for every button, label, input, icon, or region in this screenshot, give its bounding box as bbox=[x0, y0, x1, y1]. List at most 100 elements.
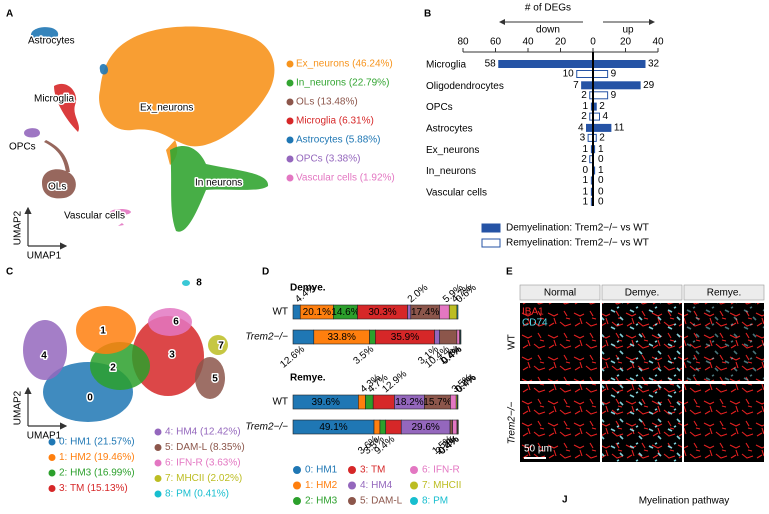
cluster-label: 8 bbox=[196, 278, 202, 289]
chart-title: # of DEGs bbox=[525, 3, 571, 14]
axis-label: UMAP2 bbox=[13, 210, 24, 245]
value-label: 2 bbox=[581, 90, 587, 101]
panel-label: A bbox=[6, 9, 13, 20]
direction-label: down bbox=[536, 25, 560, 36]
cell-type-label: OLs bbox=[48, 182, 66, 193]
value-label: 17.4% bbox=[411, 307, 439, 318]
bar-segment bbox=[457, 394, 459, 410]
legend-label: 6: IFN-R bbox=[422, 465, 460, 476]
legend-marker bbox=[481, 223, 501, 233]
legend-marker bbox=[286, 98, 294, 106]
cell-cluster bbox=[208, 335, 228, 355]
bar bbox=[592, 60, 646, 68]
bar-segment bbox=[379, 419, 387, 435]
x-tick-label: 40 bbox=[522, 37, 534, 48]
category-label: In_neurons bbox=[426, 166, 476, 177]
bar-segment bbox=[372, 394, 395, 410]
cell-cluster bbox=[132, 316, 204, 396]
value-label: 58 bbox=[485, 59, 497, 70]
value-label: 20.1% bbox=[303, 307, 331, 318]
bar bbox=[592, 91, 609, 100]
row-label: Trem2−/− bbox=[245, 422, 288, 433]
scale-bar-label: 50 µm bbox=[524, 444, 552, 455]
bar-segment bbox=[439, 304, 450, 320]
bar-segment bbox=[457, 419, 459, 435]
direction-label: up bbox=[622, 25, 634, 36]
legend-marker bbox=[348, 466, 356, 474]
cell-cluster bbox=[54, 83, 79, 132]
value-label: 2 bbox=[581, 154, 587, 165]
panel-label: D bbox=[262, 267, 269, 278]
legend-marker bbox=[410, 481, 418, 490]
bar-segment bbox=[449, 419, 453, 435]
legend-marker bbox=[154, 428, 162, 436]
bar-segment bbox=[448, 304, 458, 320]
cluster-label: 6 bbox=[173, 317, 179, 328]
column-header-box bbox=[683, 284, 765, 301]
legend-marker bbox=[286, 79, 294, 87]
value-label: 2 bbox=[599, 133, 605, 144]
value-label: 35.9% bbox=[391, 332, 419, 343]
legend-label: Vascular cells (1.92%) bbox=[296, 173, 395, 184]
legend-label: 2: HM3 (16.99%) bbox=[59, 468, 135, 479]
axis-label: UMAP2 bbox=[13, 390, 24, 425]
value-label: 4 bbox=[603, 111, 609, 122]
umap-axes-c bbox=[24, 386, 68, 430]
legend-marker bbox=[286, 117, 294, 125]
legend-label: OPCs (3.38%) bbox=[296, 154, 360, 165]
legend-marker bbox=[293, 466, 301, 474]
x-tick-label: 20 bbox=[620, 37, 632, 48]
micrograph-stain bbox=[602, 303, 682, 381]
category-label: Vascular cells bbox=[426, 187, 487, 198]
value-label: 1 bbox=[598, 165, 604, 176]
legend-marker bbox=[348, 481, 356, 490]
legend-label: Ex_neurons (46.24%) bbox=[296, 59, 393, 70]
value-label: 14.6% bbox=[331, 307, 359, 318]
legend-label: 0: HM1 bbox=[305, 465, 338, 476]
x-tick-label: 60 bbox=[490, 37, 502, 48]
legend-marker bbox=[154, 475, 162, 482]
bar-segment bbox=[456, 329, 460, 345]
value-label: 33.8% bbox=[327, 332, 355, 343]
column-header: Remye. bbox=[707, 288, 741, 299]
legend-label: 8: PM bbox=[422, 496, 448, 507]
cell-cluster bbox=[24, 128, 40, 138]
value-label: 15.7% bbox=[423, 397, 451, 408]
bar-segment bbox=[460, 329, 462, 345]
value-label: 1 bbox=[582, 186, 588, 197]
legend-label: OLs (13.48%) bbox=[296, 97, 358, 108]
umap-axes-a bbox=[24, 206, 68, 250]
bar-segment bbox=[452, 419, 458, 435]
bar bbox=[592, 81, 641, 90]
stain-label: CD74 bbox=[522, 318, 548, 329]
cell-cluster bbox=[23, 320, 67, 380]
value-label: 0.4% bbox=[454, 372, 479, 395]
cell-cluster bbox=[170, 145, 269, 232]
value-label: 29.6% bbox=[411, 422, 439, 433]
cell-cluster bbox=[110, 209, 131, 226]
bar-segment bbox=[292, 329, 315, 345]
legend-label: Astrocytes (5.88%) bbox=[296, 135, 380, 146]
legend-label: 7: MHCII bbox=[422, 480, 461, 491]
legend-label: 0: HM1 (21.57%) bbox=[59, 437, 135, 448]
legend-label: 8: PM (0.41%) bbox=[165, 489, 229, 500]
value-label: 11 bbox=[614, 123, 625, 134]
value-label: 0 bbox=[598, 196, 604, 207]
panel-label: C bbox=[6, 267, 13, 278]
panel-label: B bbox=[424, 9, 431, 20]
cluster-label: 2 bbox=[110, 363, 116, 374]
bar-segment bbox=[439, 329, 458, 345]
cell-type-label: Vascular cells bbox=[64, 211, 125, 222]
cluster-label: 4 bbox=[41, 351, 47, 362]
legend-marker bbox=[154, 459, 162, 467]
legend-marker bbox=[154, 490, 162, 498]
legend-label: 3: TM bbox=[360, 465, 385, 476]
bar-segment bbox=[365, 394, 374, 410]
value-label: 1 bbox=[582, 101, 588, 112]
micrograph-stain bbox=[602, 384, 682, 462]
legend-marker bbox=[293, 481, 301, 490]
value-label: 0 bbox=[598, 154, 604, 165]
legend-marker bbox=[286, 136, 294, 144]
legend-label: Microglia (6.31%) bbox=[296, 116, 374, 127]
group-title: Remye. bbox=[290, 373, 326, 384]
